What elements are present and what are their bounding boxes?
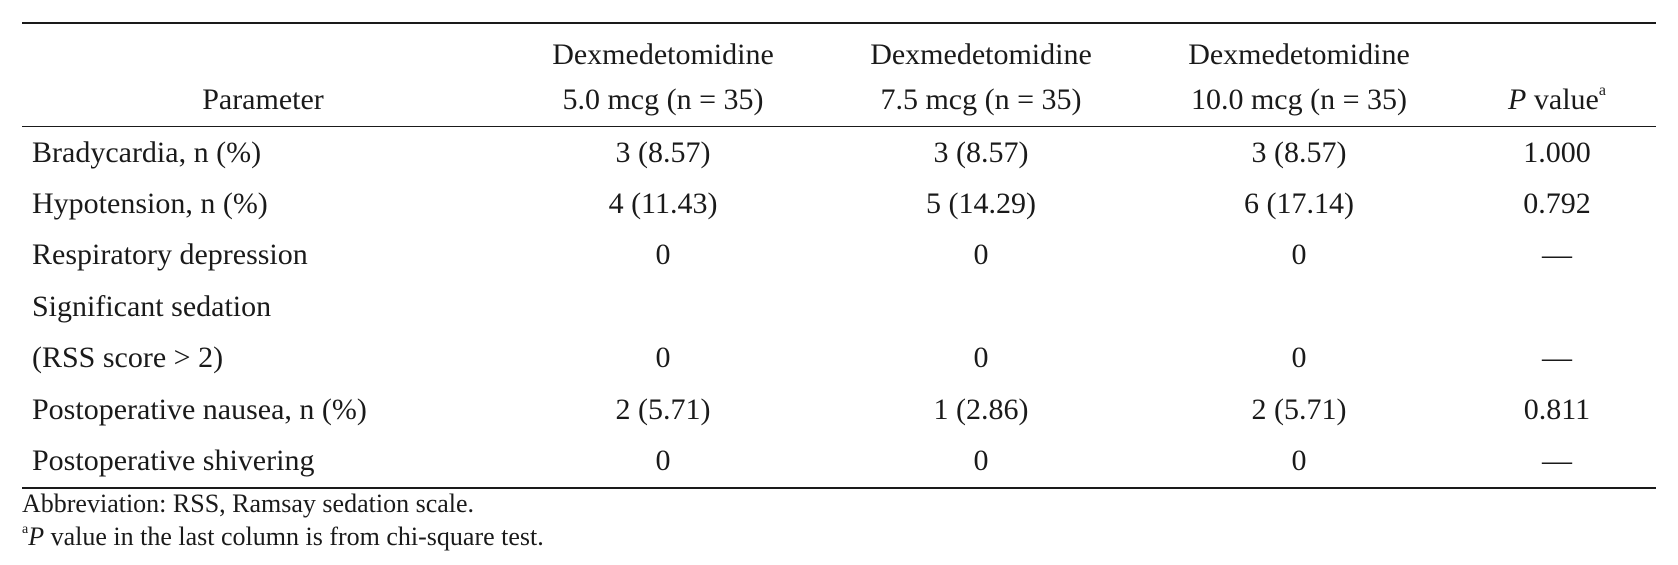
- cell-p-value: —: [1542, 238, 1572, 272]
- cell-p-value: [1458, 281, 1656, 332]
- table-row: (RSS score > 2) 0 0 0 —: [22, 333, 1656, 384]
- header-group-7-5mcg: Dexmedetomidine 7.5 mcg (n = 35): [822, 24, 1140, 127]
- cell-group-7-5mcg: 0: [822, 435, 1140, 489]
- row-label: Respiratory depression: [32, 238, 308, 272]
- table-row: Bradycardia, n (%) 3 (8.57) 3 (8.57) 3 (…: [22, 127, 1656, 179]
- cell-group-5mcg: [504, 281, 822, 332]
- p-value-note: aP value in the last column is from chi-…: [22, 522, 544, 551]
- cell-group-10mcg: 0: [1140, 435, 1458, 489]
- cell-group-7-5mcg: 0: [973, 238, 989, 272]
- adverse-events-table: Parameter Dexmedetomidine 5.0 mcg (n = 3…: [22, 22, 1656, 489]
- table-row: Postoperative shivering 0 0 0 —: [22, 435, 1656, 489]
- row-label: Postoperative shivering: [22, 435, 504, 489]
- cell-group-5mcg: 3 (8.57): [615, 135, 711, 169]
- header-parameter: Parameter: [22, 24, 504, 127]
- table-footnotes: Abbreviation: RSS, Ramsay sedation scale…: [22, 487, 544, 553]
- cell-group-10mcg: 2 (5.71): [1251, 392, 1347, 426]
- row-label: Hypotension, n (%): [32, 187, 268, 221]
- row-label: (RSS score > 2): [32, 341, 224, 375]
- cell-group-7-5mcg: 1 (2.86): [933, 392, 1029, 426]
- cell-p-value: 0.792: [1523, 187, 1591, 221]
- cell-group-5mcg: 0: [655, 238, 671, 272]
- table-row: Hypotension, n (%) 4 (11.43) 5 (14.29) 6…: [22, 178, 1656, 229]
- abbreviation-note: Abbreviation: RSS, Ramsay sedation scale…: [22, 489, 475, 518]
- results-table-container: Parameter Dexmedetomidine 5.0 mcg (n = 3…: [22, 22, 1656, 489]
- header-group-5mcg: Dexmedetomidine 5.0 mcg (n = 35): [504, 24, 822, 127]
- cell-group-10mcg: 0: [1291, 238, 1307, 272]
- table-row: Postoperative nausea, n (%) 2 (5.71) 1 (…: [22, 384, 1656, 435]
- cell-group-7-5mcg: 3 (8.57): [933, 135, 1029, 169]
- cell-group-7-5mcg: 5 (14.29): [926, 187, 1036, 221]
- table-header: Parameter Dexmedetomidine 5.0 mcg (n = 3…: [22, 22, 1656, 127]
- cell-group-5mcg: 4 (11.43): [608, 187, 718, 221]
- header-group-10mcg: Dexmedetomidine 10.0 mcg (n = 35): [1140, 24, 1458, 127]
- row-label: Bradycardia, n (%): [32, 135, 262, 169]
- cell-group-10mcg: 3 (8.57): [1251, 135, 1347, 169]
- cell-group-5mcg: 0: [655, 341, 671, 375]
- cell-group-5mcg: 0: [504, 435, 822, 489]
- cell-group-10mcg: 6 (17.14): [1244, 187, 1354, 221]
- cell-p-value: 0.811: [1523, 392, 1591, 426]
- cell-group-5mcg: 2 (5.71): [615, 392, 711, 426]
- table-row: Significant sedation: [22, 281, 1656, 332]
- header-p-value: P valuea: [1458, 24, 1656, 127]
- cell-p-value: —: [1542, 341, 1572, 375]
- row-label: Postoperative nausea, n (%): [32, 392, 367, 426]
- cell-group-7-5mcg: 0: [973, 341, 989, 375]
- cell-p-value: 1.000: [1523, 135, 1591, 169]
- table-body: Bradycardia, n (%) 3 (8.57) 3 (8.57) 3 (…: [22, 127, 1656, 489]
- cell-group-7-5mcg: [822, 281, 1140, 332]
- cell-group-10mcg: 0: [1291, 341, 1307, 375]
- row-label: Significant sedation: [32, 289, 272, 323]
- cell-p-value: —: [1458, 435, 1656, 489]
- cell-group-10mcg: [1140, 281, 1458, 332]
- table-row: Respiratory depression 0 0 0 —: [22, 230, 1656, 281]
